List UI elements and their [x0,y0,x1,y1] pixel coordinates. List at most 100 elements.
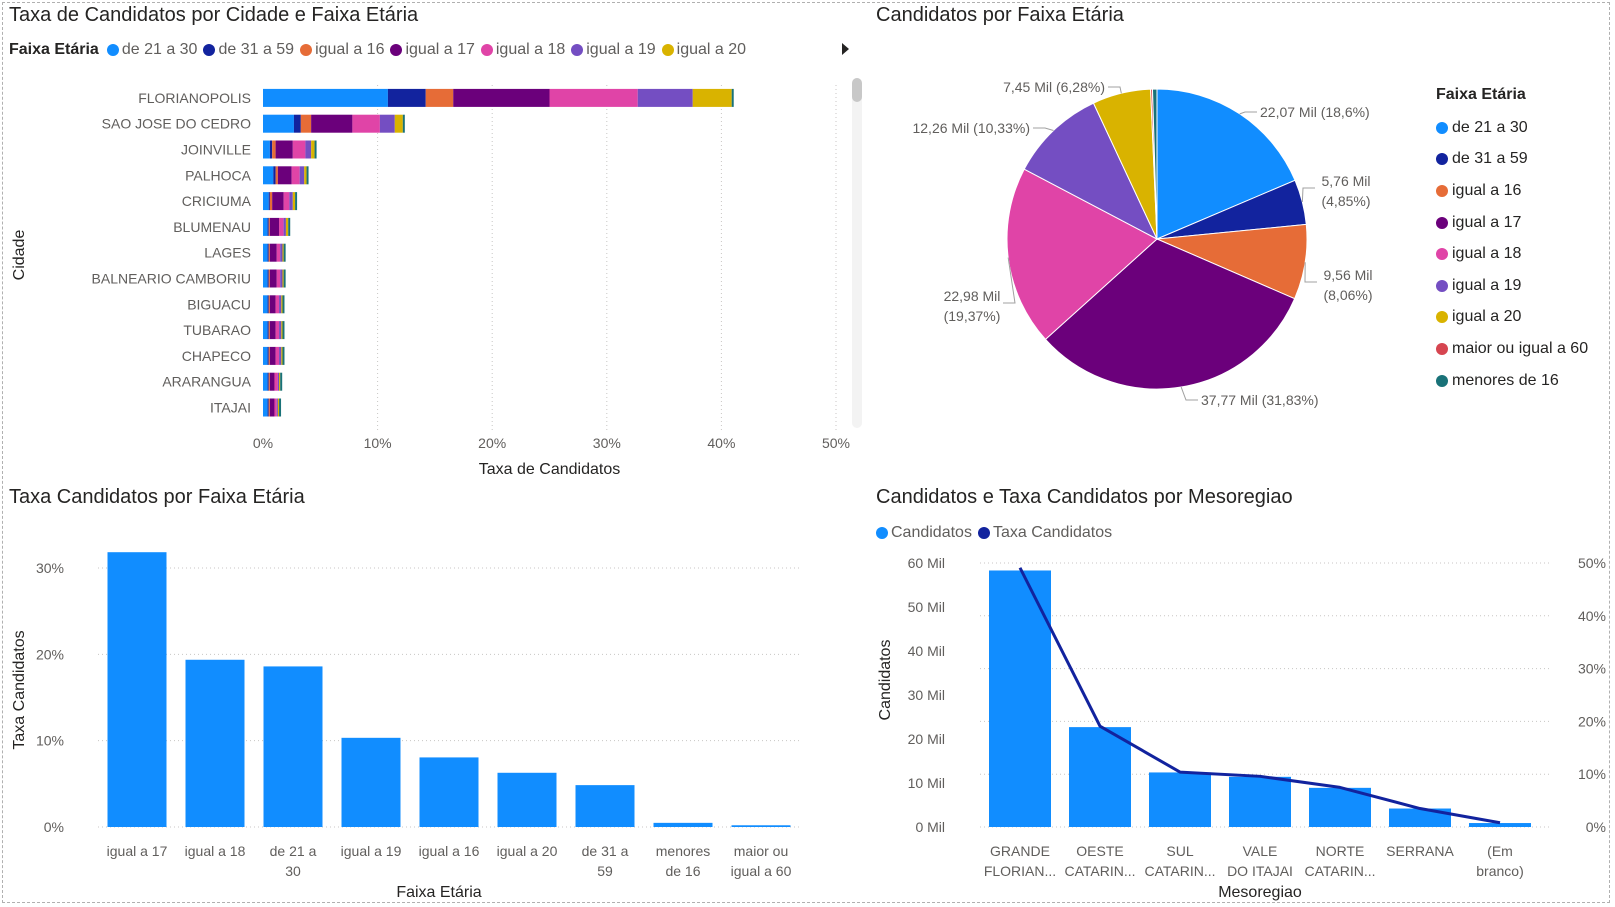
y-tick-label: 30% [36,560,64,576]
column-bar [107,552,167,827]
city-label: CHAPECO [182,348,251,364]
bar-segment [283,243,286,262]
bar-segment [267,243,269,262]
legend-item[interactable]: igual a 16 [300,41,384,59]
legend-label: igual a 16 [1452,181,1522,199]
pie-leader-line [1180,386,1198,401]
legend-item[interactable]: igual a 19 [1436,270,1588,302]
legend-item[interactable]: igual a 17 [390,41,475,59]
bar-segment [288,217,291,236]
bar-segment [311,140,315,159]
x-tick-label: GRANDE [990,843,1050,859]
bar-segment [269,295,276,314]
legend-next-arrow-icon[interactable] [842,43,849,55]
bar-segment [263,243,268,262]
legend-item[interactable]: de 31 a 59 [1436,144,1588,176]
bar-segment [276,269,281,288]
column-bar [1069,727,1131,827]
column-bar [653,822,713,827]
bar-segment [304,166,307,185]
legend-item[interactable]: de 31 a 59 [203,41,294,59]
bar-segment [275,321,280,340]
legend-item[interactable]: igual a 19 [571,41,656,59]
bar-segment [305,140,312,159]
bar-segment [269,372,275,391]
pie-data-label: 37,77 Mil (31,83%) [1201,392,1319,408]
bar-segment [269,192,273,211]
x-axis-title: Mesoregiao [1218,884,1302,901]
x-tick-label: DO ITAJAI [1227,863,1293,879]
bar-segment [279,346,282,365]
bar-segment [291,166,300,185]
legend-item[interactable]: Taxa Candidatos [977,524,1113,542]
bar-segment [314,140,317,159]
city-label: LAGES [204,245,251,261]
bar-segment [263,321,268,340]
x-tick-label: igual a 18 [185,843,246,859]
column-bar [419,757,479,827]
legend-dot-icon [1436,311,1448,324]
city-label: PALHOCA [185,167,252,183]
legend-dot-icon [1436,216,1448,229]
bar-segment [731,88,734,107]
bar-segment [263,269,268,288]
legend-item[interactable]: igual a 17 [1436,207,1588,239]
x-tick-label: igual a 17 [107,843,168,859]
column-bar [341,737,401,827]
y-tick-label: 10% [36,733,64,749]
x-tick-label: igual a 19 [341,843,402,859]
bar-segment [277,372,280,391]
bar-segment [268,372,270,391]
column-bar [1469,823,1531,827]
bar-segment [279,372,281,391]
column-bar [185,659,245,827]
bar-segment [263,346,268,365]
x-tick-label: maior ou [734,843,788,859]
bar-segment [387,88,426,107]
legend-label: igual a 18 [495,41,566,58]
bar-segment [300,114,312,133]
bar-segment [263,88,388,107]
legend-item[interactable]: de 21 a 30 [106,41,198,59]
legend-item[interactable]: menores de 16 [1436,365,1588,397]
legend-label: de 21 a 30 [121,41,198,58]
bar-segment [279,295,282,314]
legend-item[interactable]: de 21 a 30 [1436,112,1588,144]
legend-item[interactable]: igual a 18 [1436,238,1588,270]
bar-segment [282,243,284,262]
bar-segment [263,140,270,159]
bar-segment [268,346,270,365]
column-bar [731,825,791,827]
x-tick-label: 10% [364,435,392,451]
bar-segment [267,295,269,314]
legend-item[interactable]: Candidatos [876,524,972,542]
y-tick-label: 0 Mil [915,819,945,835]
legend-item[interactable]: igual a 18 [480,41,566,59]
y2-tick-label: 10% [1578,766,1606,782]
legend-item[interactable]: igual a 16 [1436,175,1588,207]
legend-label: Taxa Candidatos [992,524,1113,541]
legend-dot-icon [1436,342,1448,355]
pie-data-label: 12,26 Mil (10,33%) [912,120,1030,136]
chart-scrollbar[interactable] [852,78,862,428]
bar-segment [282,295,285,314]
legend-item[interactable]: igual a 20 [661,41,746,59]
column-bar [263,666,323,827]
x-tick-label: SUL [1166,843,1193,859]
bar-segment [281,295,283,314]
legend-label: igual a 18 [1452,245,1522,263]
y-tick-label: 10 Mil [908,775,945,791]
x-tick-label: branco) [1476,863,1523,879]
city-label: BALNEARIO CAMBORIU [92,271,251,287]
legend-item[interactable]: igual a 20 [1436,302,1588,334]
x-tick-label: 0% [253,435,273,451]
legend-label: igual a 17 [405,41,475,58]
y2-tick-label: 0% [1586,819,1606,835]
bar-segment [263,192,269,211]
legend-item[interactable]: maior ou igual a 60 [1436,333,1588,365]
x-tick-label: SERRANA [1386,843,1454,859]
x-tick-label: igual a 20 [497,843,558,859]
chart-scrollbar-thumb[interactable] [852,78,862,102]
bar-segment [279,217,284,236]
bar-segment [269,243,277,262]
